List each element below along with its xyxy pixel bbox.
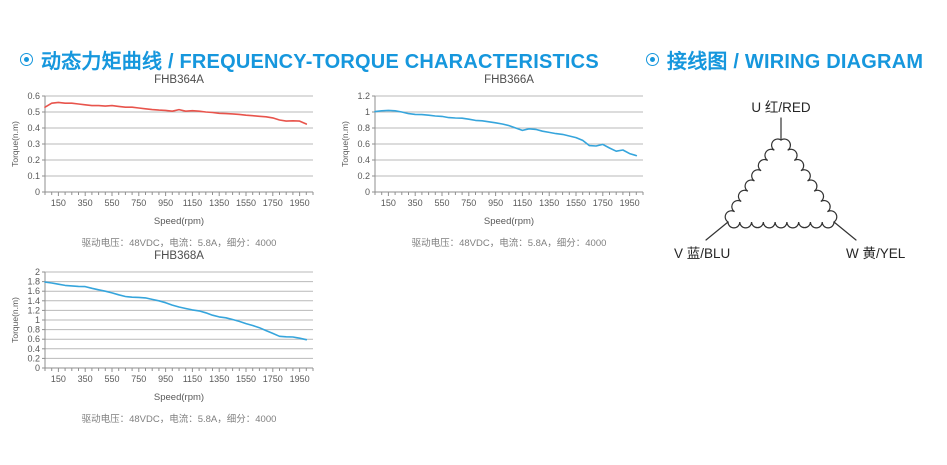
svg-text:1950: 1950 [620, 198, 640, 208]
chart-fhb368a: FHB368A 0 0.2 0.4 0.6 0.8 1 1.2 1.4 1.6 1.8 2 150 35… [10, 250, 324, 425]
x-axis-label: Speed(rpm) [153, 216, 205, 227]
svg-text:0: 0 [35, 187, 40, 197]
svg-text:750: 750 [131, 374, 146, 384]
svg-text:750: 750 [131, 198, 146, 208]
svg-text:0.2: 0.2 [27, 155, 40, 165]
svg-text:350: 350 [408, 198, 423, 208]
svg-text:1150: 1150 [183, 374, 202, 384]
svg-text:2: 2 [35, 268, 40, 277]
x-axis-label: Speed(rpm) [483, 216, 535, 227]
svg-text:0.6: 0.6 [357, 139, 370, 149]
svg-text:1.6: 1.6 [27, 286, 40, 296]
x-axis-label: Speed(rpm) [153, 392, 205, 403]
torque-speed-plot: 00.20.40.60.811.21.41.61.82 150 350 550 750 9… [10, 268, 314, 384]
svg-text:150: 150 [381, 198, 396, 208]
svg-text:0.4: 0.4 [27, 123, 40, 133]
svg-text:550: 550 [434, 198, 449, 208]
svg-text:150: 150 [51, 198, 66, 208]
svg-text:0.5: 0.5 [27, 107, 40, 117]
svg-text:750: 750 [461, 198, 476, 208]
torque-curve [374, 109, 638, 157]
y-axis-label: Torque(n.m) [10, 297, 20, 343]
terminal-label-u: U 红/RED [751, 100, 811, 115]
svg-text:0.2: 0.2 [357, 171, 370, 181]
circled-dot-icon [646, 53, 659, 66]
circled-dot-icon [20, 53, 33, 66]
svg-text:1: 1 [35, 315, 40, 325]
svg-text:0.2: 0.2 [27, 353, 40, 363]
svg-text:1: 1 [365, 107, 370, 117]
y-axis-label: Torque(n.m) [10, 121, 20, 167]
svg-text:1.2: 1.2 [27, 305, 40, 315]
svg-text:1.8: 1.8 [27, 277, 40, 287]
drive-conditions-caption: 驱动电压：48VDC，电流：5.8A，细分：4000 [81, 238, 277, 249]
chart-fhb364a: FHB364A 0 0.1 0.2 0.3 0.4 0.5 0.6 150 350 550 750 9… [10, 74, 324, 249]
drive-conditions-caption: 驱动电压：48VDC，电流：5.8A，细分：4000 [81, 414, 277, 425]
chart-title: FHB364A [154, 74, 204, 86]
section-title-torque: 动态力矩曲线 / FREQUENCY-TORQUE CHARACTERISTIC… [41, 51, 599, 73]
y-axis-label: Torque(n.m) [340, 121, 350, 167]
svg-text:150: 150 [51, 374, 66, 384]
svg-text:1750: 1750 [593, 198, 613, 208]
svg-text:0.6: 0.6 [27, 92, 40, 101]
svg-text:1550: 1550 [236, 374, 256, 384]
wiring-diagram: U 红/RED V 蓝/BLU W 黄/YEL [662, 96, 947, 261]
drive-conditions-caption: 驱动电压：48VDC，电流：5.8A，细分：4000 [411, 238, 607, 249]
chart-title: FHB368A [154, 250, 204, 262]
svg-text:350: 350 [78, 198, 93, 208]
delta-winding-icon [705, 117, 857, 241]
terminal-label-w: W 黄/YEL [846, 246, 906, 261]
svg-text:1150: 1150 [183, 198, 202, 208]
chart-fhb366a: FHB366A 0 0.2 0.4 0.6 0.8 1 1.2 150 350 550 750 950… [340, 74, 654, 249]
svg-text:0.8: 0.8 [27, 325, 40, 335]
svg-text:950: 950 [158, 374, 173, 384]
svg-text:1550: 1550 [236, 198, 256, 208]
svg-text:0.4: 0.4 [27, 344, 40, 354]
svg-text:1750: 1750 [263, 374, 283, 384]
terminal-label-v: V 蓝/BLU [674, 246, 731, 261]
svg-text:0: 0 [35, 363, 40, 373]
svg-text:1950: 1950 [290, 198, 310, 208]
svg-text:550: 550 [104, 374, 119, 384]
torque-curve [44, 281, 308, 341]
svg-text:1350: 1350 [209, 198, 229, 208]
svg-text:1350: 1350 [539, 198, 559, 208]
chart-title: FHB366A [484, 74, 534, 86]
svg-text:1350: 1350 [209, 374, 229, 384]
svg-text:1.2: 1.2 [357, 92, 370, 101]
svg-text:0.8: 0.8 [357, 123, 370, 133]
svg-text:1950: 1950 [290, 374, 310, 384]
svg-text:950: 950 [488, 198, 503, 208]
svg-text:950: 950 [158, 198, 173, 208]
svg-text:0: 0 [365, 187, 370, 197]
svg-text:0.1: 0.1 [27, 171, 40, 181]
svg-text:1550: 1550 [566, 198, 586, 208]
svg-text:350: 350 [78, 374, 93, 384]
section-header-torque: 动态力矩曲线 / FREQUENCY-TORQUE CHARACTERISTIC… [20, 45, 599, 74]
torque-curve [44, 101, 308, 125]
svg-text:1750: 1750 [263, 198, 283, 208]
svg-text:0.4: 0.4 [357, 155, 370, 165]
svg-text:0.6: 0.6 [27, 334, 40, 344]
svg-text:1150: 1150 [513, 198, 532, 208]
torque-speed-plot: 0 0.2 0.4 0.6 0.8 1 1.2 150 350 550 750 950 1150 1350… [340, 92, 644, 208]
svg-text:550: 550 [104, 198, 119, 208]
torque-speed-plot: 0 0.1 0.2 0.3 0.4 0.5 0.6 150 350 550 750 950 1150 13… [10, 92, 314, 208]
svg-text:1.4: 1.4 [27, 296, 40, 306]
svg-text:0.3: 0.3 [27, 139, 40, 149]
section-header-wiring: 接线图 / WIRING DIAGRAM [646, 45, 923, 74]
section-title-wiring: 接线图 / WIRING DIAGRAM [667, 51, 924, 73]
